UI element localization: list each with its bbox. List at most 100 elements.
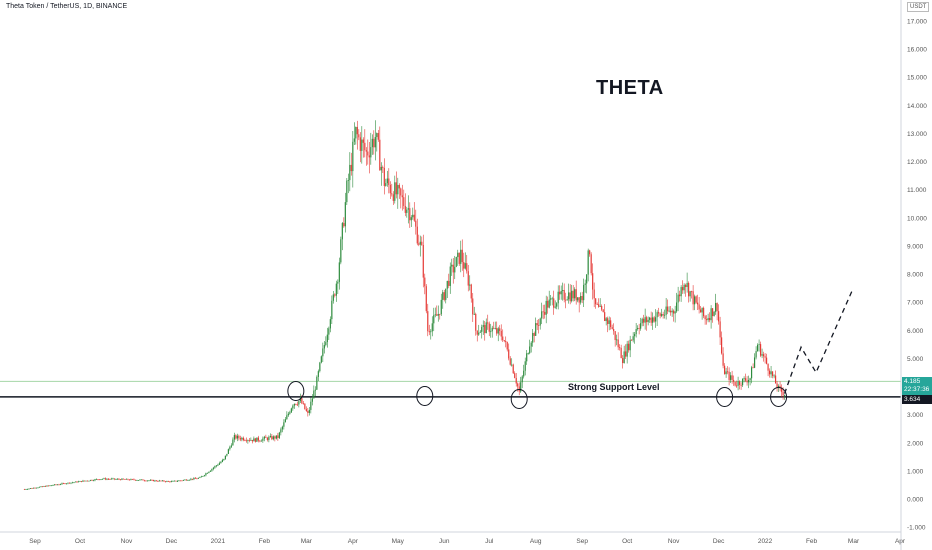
current-price-value: 4.185	[904, 378, 921, 385]
candle-body	[337, 281, 339, 284]
candle-body	[475, 313, 477, 331]
candle-body	[445, 288, 447, 300]
candle-body	[253, 438, 255, 442]
candle-body	[329, 319, 331, 329]
candle-body	[325, 342, 327, 346]
candle-body	[185, 479, 188, 481]
candle-body	[596, 304, 598, 305]
projection-path[interactable]	[783, 290, 853, 394]
candle-body	[604, 312, 606, 322]
ticker-annotation: THETA	[596, 77, 664, 99]
candle-body	[37, 487, 39, 489]
candle-body	[686, 282, 688, 288]
candle-body	[86, 480, 89, 482]
candle-body	[28, 488, 30, 490]
candle-body	[776, 383, 778, 388]
candle-body	[31, 488, 33, 489]
candle-body	[521, 376, 523, 383]
candle-body	[277, 435, 279, 438]
currency-unit-label[interactable]: USDT	[907, 2, 930, 12]
candle-body	[734, 381, 736, 386]
support-touch-circle	[287, 381, 305, 401]
candle-body	[725, 371, 727, 375]
candle-body	[218, 463, 220, 465]
candle-body	[76, 481, 78, 483]
candle-body	[101, 478, 104, 480]
candle-body	[511, 364, 513, 366]
candle-body	[221, 460, 223, 462]
candle-body	[650, 317, 652, 323]
candle-body	[203, 475, 206, 477]
candle-body	[176, 480, 179, 482]
candle-body	[161, 480, 164, 482]
candle-body	[194, 477, 197, 479]
candle-body	[629, 339, 631, 351]
candle-body	[557, 291, 559, 304]
candle-body	[367, 151, 369, 156]
candle-body	[662, 314, 664, 316]
candle-body	[768, 370, 771, 375]
candle-body	[595, 298, 597, 305]
candle-body	[732, 379, 735, 382]
candle-body	[527, 353, 529, 355]
candle-body	[635, 329, 637, 335]
candle-body	[92, 480, 95, 482]
candle-body	[146, 480, 149, 482]
candle-body	[535, 323, 537, 336]
candle-body	[374, 137, 376, 148]
candle-body	[487, 322, 489, 324]
candle-body	[580, 296, 582, 303]
candle-body	[88, 480, 90, 482]
candle-body	[701, 307, 703, 313]
candle-body	[568, 292, 570, 300]
candle-body	[616, 339, 618, 341]
candle-body	[505, 340, 507, 343]
x-tick-label: Dec	[713, 538, 725, 545]
candle-body	[502, 336, 504, 341]
candle-body	[209, 470, 211, 472]
x-tick-label: Jul	[485, 538, 494, 545]
candle-body	[275, 435, 277, 439]
candle-body	[89, 479, 92, 481]
candle-body	[311, 398, 313, 402]
candle-body	[548, 299, 550, 308]
y-tick-label: 12.000	[907, 159, 927, 166]
candle-body	[158, 480, 161, 482]
candle-body	[388, 178, 390, 186]
candle-body	[160, 480, 162, 482]
candle-body	[290, 408, 292, 413]
candle-body	[755, 351, 757, 358]
candle-body	[70, 482, 72, 484]
candle-body	[715, 303, 717, 312]
candle-body	[350, 164, 352, 172]
candle-body	[455, 257, 457, 267]
candle-body	[157, 481, 159, 482]
candle-body	[707, 317, 709, 321]
candle-body	[457, 252, 459, 258]
candle-body	[296, 404, 298, 406]
candle-body	[541, 311, 543, 319]
candle-body	[461, 249, 463, 263]
candle-body	[119, 479, 122, 481]
candle-body	[661, 314, 663, 316]
candle-body	[680, 287, 682, 297]
candle-body	[611, 327, 613, 330]
candle-body	[191, 478, 194, 480]
candle-body	[500, 331, 502, 337]
x-tick-label: Apr	[895, 538, 906, 545]
candle-body	[392, 194, 394, 201]
x-tick-label: Dec	[166, 538, 178, 545]
y-tick-label: 16.000	[907, 47, 927, 54]
candle-body	[735, 385, 738, 387]
x-tick-label: Oct	[75, 538, 85, 545]
x-tick-label: Apr	[348, 538, 359, 545]
candle-body	[559, 291, 561, 295]
candle-body	[259, 440, 261, 442]
candle-body	[479, 331, 481, 333]
candle-body	[451, 264, 453, 267]
candle-body	[34, 487, 36, 489]
candle-body	[343, 223, 345, 227]
candle-body	[437, 313, 439, 316]
candle-body	[602, 309, 604, 313]
